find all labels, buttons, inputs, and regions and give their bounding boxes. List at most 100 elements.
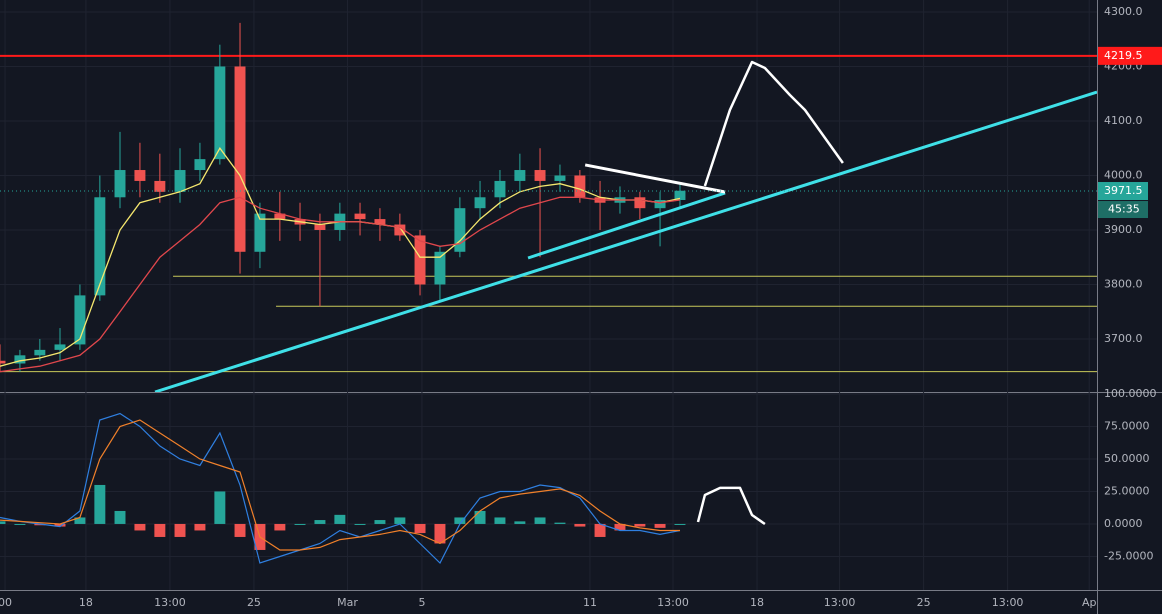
- macd-histogram-bar: [274, 523, 286, 531]
- macd-histogram-bar: [414, 523, 426, 534]
- macd-histogram-bar: [534, 517, 546, 524]
- candle-body: [534, 170, 546, 181]
- candle-body: [94, 197, 106, 296]
- axes: 00 18 13:00 25 Mar 5 11 13:00 18 13:00 25 13:00 Ap 37…: [0, 5, 1162, 609]
- macd-histogram-bar: [654, 523, 666, 528]
- macd-histogram-bar: [0, 521, 6, 524]
- macd-histogram-bar: [594, 523, 606, 537]
- trendline: [154, 90, 1097, 392]
- macd-histogram-bar: [94, 484, 106, 524]
- macd-tick-label: 50.0000: [1104, 452, 1150, 465]
- macd-histogram-bar: [314, 520, 326, 524]
- last-price-label: 3971.5: [1104, 184, 1143, 197]
- macd-histogram-bar: [294, 523, 306, 525]
- candle-body: [514, 170, 526, 181]
- x-tick-label: 13:00: [154, 596, 186, 609]
- y-tick-label: 3900.0: [1104, 223, 1143, 236]
- macd-tick-label: -25.0000: [1104, 549, 1153, 562]
- last-price-tag: [1098, 182, 1148, 201]
- price-pane: [0, 22, 1097, 392]
- candle-body: [374, 219, 386, 225]
- macd-tick-label: 0.0000: [1104, 517, 1143, 530]
- macd-histogram-bar: [334, 514, 346, 524]
- candle-body: [654, 200, 666, 209]
- macd-histogram-bar: [474, 510, 486, 524]
- level-price-tag: [1098, 46, 1162, 65]
- x-tick-label: 13:00: [657, 596, 689, 609]
- macd-histogram-bar: [454, 517, 466, 524]
- candle-body: [214, 66, 226, 160]
- x-tick-label: Ap: [1082, 596, 1097, 609]
- candle-body: [174, 170, 186, 192]
- candle-body: [0, 360, 6, 364]
- candle-body: [34, 349, 46, 356]
- candle-body: [134, 170, 146, 181]
- macd-histogram-bar: [394, 517, 406, 524]
- macd-histogram-bar: [434, 523, 446, 544]
- candle-body: [314, 224, 326, 230]
- macd-histogram-bar: [54, 523, 66, 527]
- macd-histogram-bar: [134, 523, 146, 531]
- macd-histogram-bar: [634, 523, 646, 527]
- y-tick-label: 3800.0: [1104, 277, 1143, 290]
- macd-sketch: [696, 486, 766, 526]
- macd-histogram-bar: [574, 523, 586, 527]
- macd-histogram-bar: [374, 520, 386, 524]
- x-tick-label: 5: [418, 596, 425, 609]
- candle-body: [114, 170, 126, 198]
- macd-tick-label: 100.0000: [1104, 387, 1157, 400]
- macd-histogram-bar: [554, 522, 566, 524]
- macd-histogram-bar: [214, 491, 226, 524]
- trendline: [584, 163, 726, 194]
- macd-histogram-bar: [174, 523, 186, 537]
- x-tick-label: 00: [0, 596, 12, 609]
- macd-histogram-bar: [154, 523, 166, 537]
- level-price-label: 4219.5: [1104, 49, 1143, 62]
- x-tick-label: 25: [247, 596, 261, 609]
- y-tick-label: 4100.0: [1104, 114, 1143, 127]
- x-tick-label: 18: [750, 596, 764, 609]
- macd-tick-label: 75.0000: [1104, 419, 1150, 432]
- candle-body: [434, 251, 446, 285]
- candle-body: [194, 159, 206, 171]
- x-tick-label: 25: [917, 596, 931, 609]
- candle-body: [154, 180, 166, 192]
- x-tick-label: 18: [79, 596, 93, 609]
- moving-average: [0, 196, 681, 373]
- trendline: [527, 191, 726, 260]
- x-tick-label: 11: [583, 596, 597, 609]
- macd-histogram-bar: [674, 523, 686, 525]
- candle-body: [354, 213, 366, 220]
- candle-body: [14, 355, 26, 364]
- grid: [0, 0, 1097, 590]
- sketch-projection: [703, 60, 844, 187]
- candle-body: [254, 213, 266, 252]
- x-tick-label: 13:00: [992, 596, 1024, 609]
- macd-pane: [0, 412, 766, 564]
- macd-histogram-bar: [614, 523, 626, 531]
- y-tick-label: 4000.0: [1104, 168, 1143, 181]
- candle-body: [234, 66, 246, 252]
- countdown-label: 45:35: [1108, 203, 1140, 216]
- macd-tick-label: 25.0000: [1104, 484, 1150, 497]
- signal-line: [0, 419, 680, 551]
- candle-body: [494, 180, 506, 198]
- candle-body: [554, 175, 566, 181]
- candle-body: [274, 213, 286, 220]
- candle-body: [674, 190, 686, 201]
- macd-histogram-bar: [514, 521, 526, 524]
- candle-body: [394, 224, 406, 236]
- candle-body: [574, 175, 586, 198]
- candle-body: [74, 295, 86, 345]
- x-tick-label: Mar: [337, 596, 358, 609]
- macd-histogram-bar: [354, 523, 366, 525]
- candle-body: [54, 344, 66, 350]
- y-tick-label: 3700.0: [1104, 332, 1143, 345]
- countdown-tag: [1098, 201, 1148, 219]
- candle-body: [414, 235, 426, 285]
- candle-body: [634, 197, 646, 209]
- y-tick-label: 4300.0: [1104, 5, 1143, 18]
